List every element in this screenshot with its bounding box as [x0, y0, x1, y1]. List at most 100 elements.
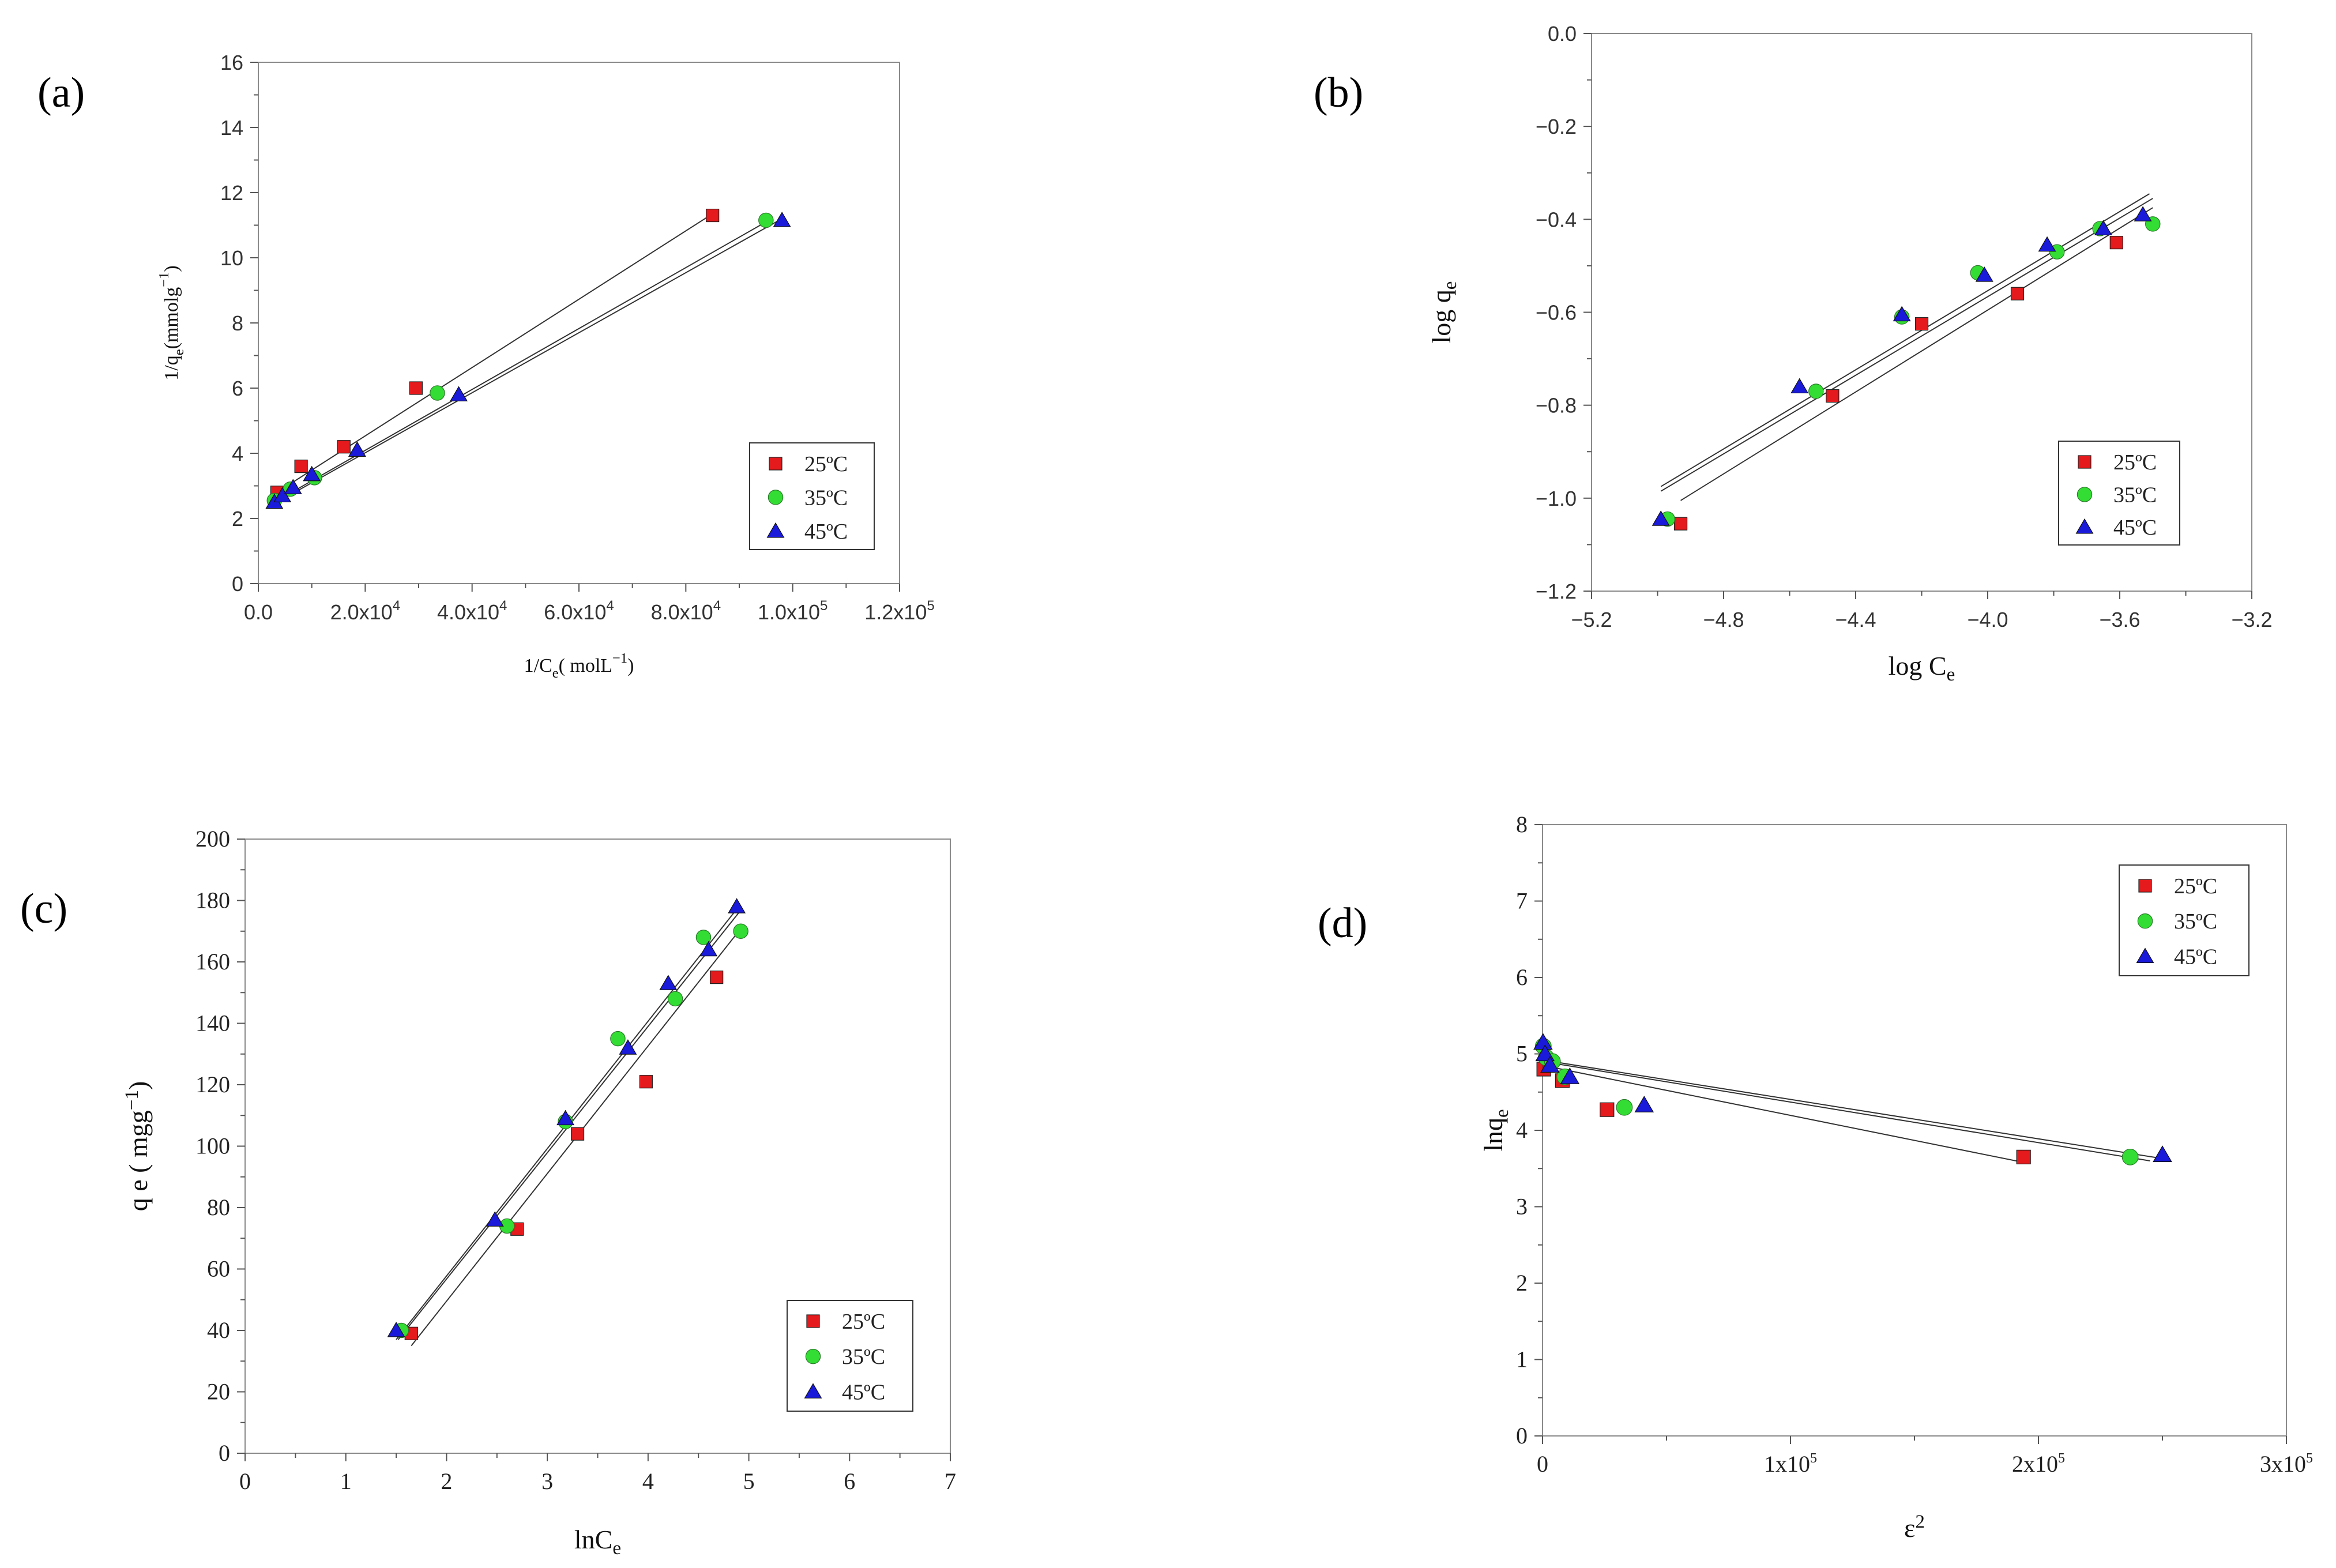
y-axis-title-close: ) — [161, 265, 182, 272]
x-tick-label: 2x105 — [2012, 1451, 2065, 1477]
fit-line-triangle — [274, 218, 783, 505]
y-axis-title: 1/qe(mmolg−1) — [156, 265, 187, 380]
x-tick-exponent: 5 — [1810, 1451, 1817, 1466]
x-axis-title-text: ε — [1904, 1513, 1915, 1543]
data-point-triangle — [450, 386, 468, 401]
y-axis-title-close: ) — [123, 1081, 153, 1090]
legend-marker-square — [806, 1314, 820, 1328]
x-tick-label: 2.0x104 — [330, 598, 400, 624]
x-axis-title-sub: e — [1947, 664, 1955, 685]
y-axis-title: q e ( mgg−1) — [121, 1081, 153, 1212]
data-point-triangle — [659, 975, 678, 990]
legend-label: 35ºC — [804, 486, 848, 510]
data-point-triangle — [2153, 1145, 2172, 1163]
data-point-square — [1914, 317, 1929, 331]
x-axis-title-unit: ( molL — [559, 655, 612, 676]
data-point-triangle — [773, 212, 791, 227]
y-tick-label: −1.0 — [1536, 487, 1577, 510]
x-tick-mantissa: 2.0x10 — [330, 600, 393, 624]
panel-label: (b) — [1314, 69, 1363, 116]
panel-label: (a) — [37, 69, 85, 116]
data-point-square — [2109, 236, 2123, 250]
y-tick-label: −0.6 — [1536, 301, 1577, 325]
x-axis-title-close: ) — [627, 655, 634, 676]
data-point-triangle — [348, 441, 366, 457]
x-tick-label: 1 — [340, 1468, 352, 1494]
data-point-square — [710, 971, 724, 984]
data-point-triangle — [1893, 306, 1911, 322]
data-point-triangle — [2134, 206, 2152, 221]
legend-marker-square — [769, 457, 783, 471]
data-point-square — [706, 208, 720, 223]
x-tick-label: 4.0x104 — [437, 598, 507, 624]
data-point-triangle — [699, 941, 718, 957]
fit-line-circle — [1660, 198, 2153, 492]
y-axis-title-text: q e ( mgg — [123, 1110, 153, 1211]
data-point-triangle — [728, 898, 746, 913]
data-point-triangle — [1560, 1067, 1580, 1084]
y-axis-title-sup: −1 — [156, 272, 172, 287]
y-tick-label: 5 — [1516, 1041, 1528, 1067]
y-axis-title-unit: (mmolg — [161, 287, 182, 349]
data-point-square — [570, 1127, 585, 1141]
data-point-square — [409, 381, 423, 395]
y-tick-label: 2 — [232, 507, 243, 531]
x-tick-mantissa: 1x10 — [1764, 1451, 1810, 1477]
legend-marker-square — [2078, 455, 2092, 469]
x-tick-label: −4.4 — [1835, 608, 1876, 631]
x-tick-label: −4.0 — [1967, 608, 2008, 631]
y-tick-label: 6 — [232, 377, 243, 400]
y-tick-label: −0.4 — [1536, 208, 1577, 231]
data-point-triangle — [284, 479, 302, 494]
x-axis-title: lnCe — [574, 1525, 621, 1559]
x-tick-label: 4 — [642, 1468, 654, 1494]
data-point-triangle — [2094, 220, 2112, 236]
x-tick-mantissa: 0 — [1537, 1451, 1548, 1477]
x-tick-exponent: 5 — [2306, 1451, 2313, 1466]
x-tick-mantissa: 0.0 — [244, 600, 273, 624]
x-tick-exponent: 4 — [393, 598, 400, 614]
y-tick-label: −1.2 — [1536, 580, 1577, 603]
data-point-circle — [695, 930, 712, 945]
y-tick-label: 0 — [219, 1440, 230, 1466]
y-tick-label: 80 — [207, 1194, 230, 1220]
x-axis-title-sub: e — [552, 665, 559, 681]
data-point-square — [2016, 1149, 2031, 1164]
y-tick-label: 60 — [207, 1256, 230, 1282]
data-point-circle — [2121, 1148, 2139, 1165]
x-tick-label: 0.0 — [244, 600, 273, 624]
fit-line-triangle — [1542, 1059, 2168, 1160]
y-tick-label: 4 — [232, 442, 243, 465]
x-tick-label: 6 — [844, 1468, 855, 1494]
legend-marker-triangle — [2136, 947, 2154, 963]
fit-line-square — [1542, 1065, 2024, 1163]
y-axis-title-text: log q — [1427, 289, 1456, 343]
x-tick-exponent: 4 — [713, 598, 721, 614]
x-tick-mantissa: 4.0x10 — [437, 600, 499, 624]
x-tick-mantissa: 6.0x10 — [544, 600, 606, 624]
panel-label: (d) — [1318, 900, 1367, 947]
y-tick-label: 10 — [220, 246, 243, 270]
y-axis-title-text: 1/q — [161, 355, 182, 380]
x-tick-mantissa: 3x10 — [2260, 1451, 2306, 1477]
x-axis-title-sup: −1 — [612, 650, 627, 666]
y-tick-label: 180 — [195, 888, 230, 913]
panel-label: (c) — [20, 885, 67, 932]
legend-label: 35ºC — [2174, 909, 2217, 934]
y-axis-title-sup: −1 — [121, 1090, 142, 1110]
y-axis-title: log qe — [1427, 281, 1461, 344]
y-tick-label: 16 — [220, 51, 243, 74]
fit-line-circle — [1542, 1061, 2150, 1161]
data-point-triangle — [486, 1211, 504, 1227]
legend-marker-circle — [805, 1348, 821, 1364]
x-tick-exponent: 5 — [820, 598, 827, 614]
chart-panel-d: (d)0 1x105 2x105 3x105012345678ε2lnqe25ºC35… — [1318, 811, 2313, 1543]
y-tick-label: 2 — [1516, 1270, 1528, 1296]
y-tick-label: 12 — [220, 181, 243, 205]
legend-marker-circle — [2137, 913, 2153, 929]
chart-panel-b: (b) −5.2 −4.8 −4.4 −4.0 −3.6 −3.2 −1.2 −1.0 −0.8 −… — [1314, 22, 2273, 685]
x-tick-label: 0 — [239, 1468, 251, 1494]
y-tick-label: 8 — [232, 311, 243, 335]
y-axis-title-sub: e — [1491, 1109, 1513, 1118]
legend-label: 45ºC — [804, 520, 848, 544]
